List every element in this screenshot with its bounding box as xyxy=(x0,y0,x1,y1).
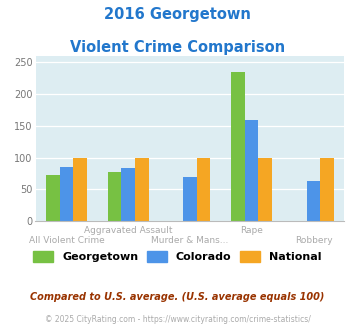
Bar xyxy=(245,119,258,221)
Bar xyxy=(108,172,121,221)
Bar xyxy=(258,158,272,221)
Bar xyxy=(307,181,320,221)
Bar xyxy=(73,158,87,221)
Text: 2016 Georgetown: 2016 Georgetown xyxy=(104,7,251,21)
Text: Violent Crime Comparison: Violent Crime Comparison xyxy=(70,40,285,54)
Bar xyxy=(183,177,197,221)
Text: All Violent Crime: All Violent Crime xyxy=(28,236,104,245)
Text: Murder & Mans...: Murder & Mans... xyxy=(151,236,229,245)
Text: Rape: Rape xyxy=(240,226,263,235)
Text: © 2025 CityRating.com - https://www.cityrating.com/crime-statistics/: © 2025 CityRating.com - https://www.city… xyxy=(45,315,310,324)
Bar xyxy=(135,158,148,221)
Text: Robbery: Robbery xyxy=(295,236,332,245)
Bar xyxy=(197,158,210,221)
Bar xyxy=(46,176,60,221)
Bar xyxy=(231,72,245,221)
Text: Aggravated Assault: Aggravated Assault xyxy=(84,226,173,235)
Bar xyxy=(121,168,135,221)
Bar xyxy=(60,167,73,221)
Text: Compared to U.S. average. (U.S. average equals 100): Compared to U.S. average. (U.S. average … xyxy=(30,292,325,302)
Bar xyxy=(320,158,334,221)
Legend: Georgetown, Colorado, National: Georgetown, Colorado, National xyxy=(29,247,326,267)
